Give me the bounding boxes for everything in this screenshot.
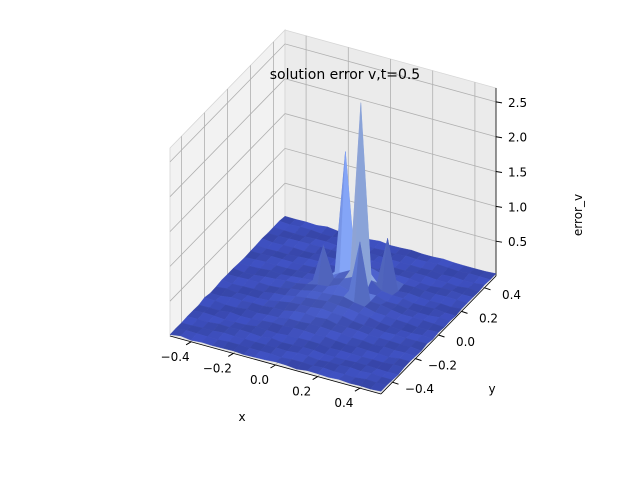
x-tick-label: 0.2 [292,385,311,399]
y-tick-label: 0.4 [502,288,521,302]
z-axis-label: error_v [571,194,585,236]
x-tick-mark [228,352,234,357]
z-gridline [169,43,497,163]
x-tick-mark [354,387,361,392]
z-tick-mark [495,171,503,174]
chart-title: solution error v,t=0.5 [270,67,420,83]
x-tick-label: 0.4 [334,396,353,410]
x-axis-label: x [238,410,245,424]
z-tick-mark [495,101,503,104]
y-tick-label: 0.2 [479,311,498,325]
x-tick-mark [185,341,192,346]
z-tick-label: 1.0 [508,200,527,214]
y-tick-mark [484,287,491,291]
z-gridline [169,113,497,232]
z-tick-label: 1.5 [508,166,527,180]
z-tick-mark [495,205,503,208]
x-tick-label: −0.2 [203,361,232,375]
error-surface [169,102,497,392]
y-axis-label: y [488,382,495,396]
z-gridline [169,147,497,267]
y-tick-mark [461,310,468,314]
y-tick-label: 0.0 [456,335,475,349]
x-tick-label: −0.4 [161,350,190,364]
z-tick-mark [495,240,503,243]
y-tick-mark [392,381,399,385]
axes-ticks: −0.4 −0.2 0.0 0.2 0.4 −0.4 −0.2 0.0 0.2 0.4 0.5 1.0… [161,96,528,410]
z-tick-label: 0.5 [508,235,527,249]
z-gridline [169,182,497,302]
x-tick-mark [312,376,318,381]
x-tick-mark [270,364,276,369]
y-tick-mark [415,358,422,362]
z-tick-label: 2.0 [508,131,527,145]
z-tick-label: 2.5 [508,96,527,110]
z-gridline [169,78,497,197]
z-tick-mark [495,136,503,139]
surface-face [370,382,388,392]
y-tick-label: −0.2 [428,359,457,373]
x-tick-label: 0.0 [250,373,269,387]
y-tick-mark [438,334,445,338]
y-tick-label: −0.4 [405,382,434,396]
